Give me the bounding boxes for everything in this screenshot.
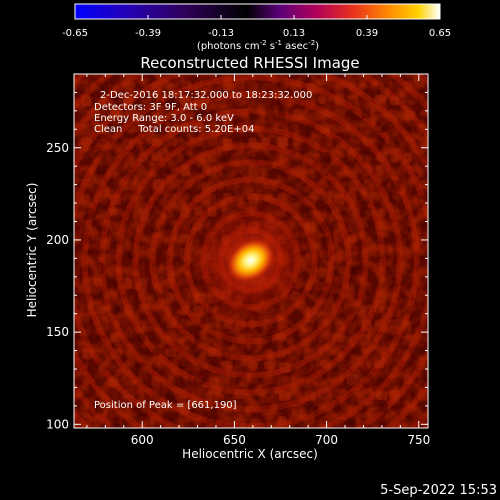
colorbar-tick-label: -0.65: [62, 28, 88, 39]
colorbar-tick-label: -0.39: [135, 28, 161, 39]
annotation-clean-counts: Clean Total counts: 5.20E+04: [94, 124, 254, 135]
colorbar-tick-label: -0.13: [208, 28, 234, 39]
annotation-peak-position: Position of Peak = [661,190]: [94, 400, 237, 411]
flare-source: [226, 238, 275, 283]
x-tick-label: 600: [131, 433, 154, 447]
colorbar-units: (photons cm-2 s-1 asec-2): [197, 39, 319, 52]
x-tick-label: 750: [407, 433, 430, 447]
colorbar-tick-label: 0.39: [356, 28, 378, 39]
x-tick-label: 650: [223, 433, 246, 447]
plot-title: Reconstructed RHESSI Image: [140, 54, 359, 72]
annotation-detectors: Detectors: 3F 9F, Att 0: [94, 102, 207, 113]
colorbar-ticks: -0.65 -0.39 -0.13 0.13 0.39 0.65: [62, 15, 451, 39]
y-tick-label: 100: [46, 417, 69, 431]
colorbar-frame: [74, 3, 441, 20]
y-tick-label: 200: [46, 233, 69, 247]
colorbar-tick-label: 0.65: [429, 28, 451, 39]
y-tick-label: 150: [46, 325, 69, 339]
footer-timestamp: 5-Sep-2022 15:53: [380, 483, 497, 498]
x-axis-label: Heliocentric X (arcsec): [182, 447, 318, 461]
colorbar-gradient: [75, 4, 440, 19]
plot-frame: [73, 73, 429, 429]
colorbar-tick-label: 0.13: [283, 28, 305, 39]
solar-image: [74, 74, 428, 428]
annotation-energy-range: Energy Range: 3.0 - 6.0 keV: [94, 113, 234, 124]
annotation-time-range: 2-Dec-2016 18:17:32.000 to 18:23:32.000: [100, 90, 312, 101]
axis-ticks: 600 650 700 750 100 150 200 250: [46, 73, 430, 447]
y-tick-label: 250: [46, 141, 69, 155]
x-tick-label: 700: [315, 433, 338, 447]
y-axis-label: Heliocentric Y (arcsec): [25, 183, 39, 318]
